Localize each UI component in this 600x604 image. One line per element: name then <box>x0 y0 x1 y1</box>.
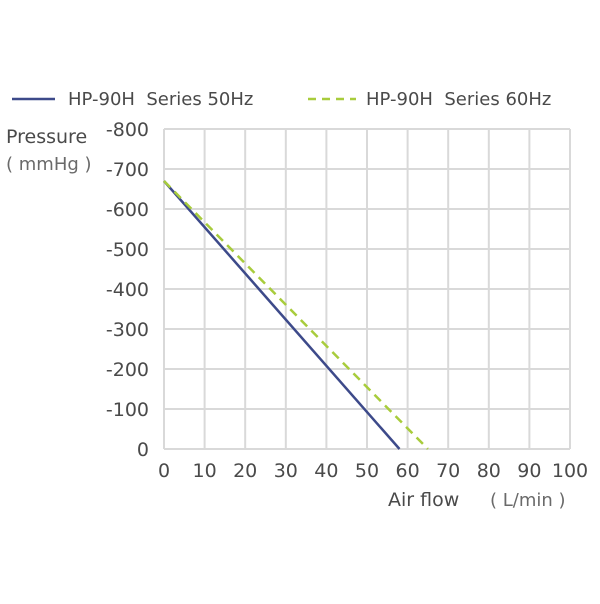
y-tick-label: -100 <box>106 399 149 421</box>
x-axis-title: Air flow <box>388 489 459 511</box>
x-tick-label: 60 <box>396 460 420 482</box>
x-tick-label: 10 <box>193 460 217 482</box>
y-axis-unit: ( mmHg ) <box>6 154 92 175</box>
legend-item-60hz: HP-90H Series 60Hz <box>308 89 551 110</box>
y-axis-title: Pressure <box>6 126 87 148</box>
legend-label-60hz: HP-90H Series 60Hz <box>366 89 551 110</box>
x-tick-label: 80 <box>477 460 501 482</box>
y-tick-label: -200 <box>106 359 149 381</box>
x-tick-label: 70 <box>436 460 460 482</box>
y-tick-labels: 0 -100 -200 -300 -400 -500 -600 -700 -800 <box>106 119 149 461</box>
x-axis-unit: ( L/min ) <box>490 490 566 511</box>
x-tick-label: 40 <box>314 460 338 482</box>
x-tick-label: 0 <box>158 460 170 482</box>
y-tick-label: -700 <box>106 159 149 181</box>
series-line-50hz <box>163 180 401 450</box>
y-tick-label: -400 <box>106 279 149 301</box>
y-tick-label: -800 <box>106 119 149 141</box>
legend-label-50hz: HP-90H Series 50Hz <box>68 89 253 110</box>
x-tick-label: 30 <box>274 460 298 482</box>
series <box>163 180 429 450</box>
x-tick-label: 50 <box>355 460 379 482</box>
x-tick-label: 20 <box>233 460 257 482</box>
y-tick-label: -600 <box>106 199 149 221</box>
y-tick-label: 0 <box>137 439 149 461</box>
x-tick-label: 90 <box>517 460 541 482</box>
y-tick-label: -500 <box>106 239 149 261</box>
grid <box>163 128 571 450</box>
y-tick-label: -300 <box>106 319 149 341</box>
legend: HP-90H Series 50Hz HP-90H Series 60Hz <box>12 89 551 110</box>
series-line-60hz <box>163 180 429 450</box>
legend-item-50hz: HP-90H Series 50Hz <box>12 89 253 110</box>
x-tick-labels: 0 10 20 30 40 50 60 70 80 90 100 <box>158 460 588 482</box>
x-tick-label: 100 <box>552 460 588 482</box>
